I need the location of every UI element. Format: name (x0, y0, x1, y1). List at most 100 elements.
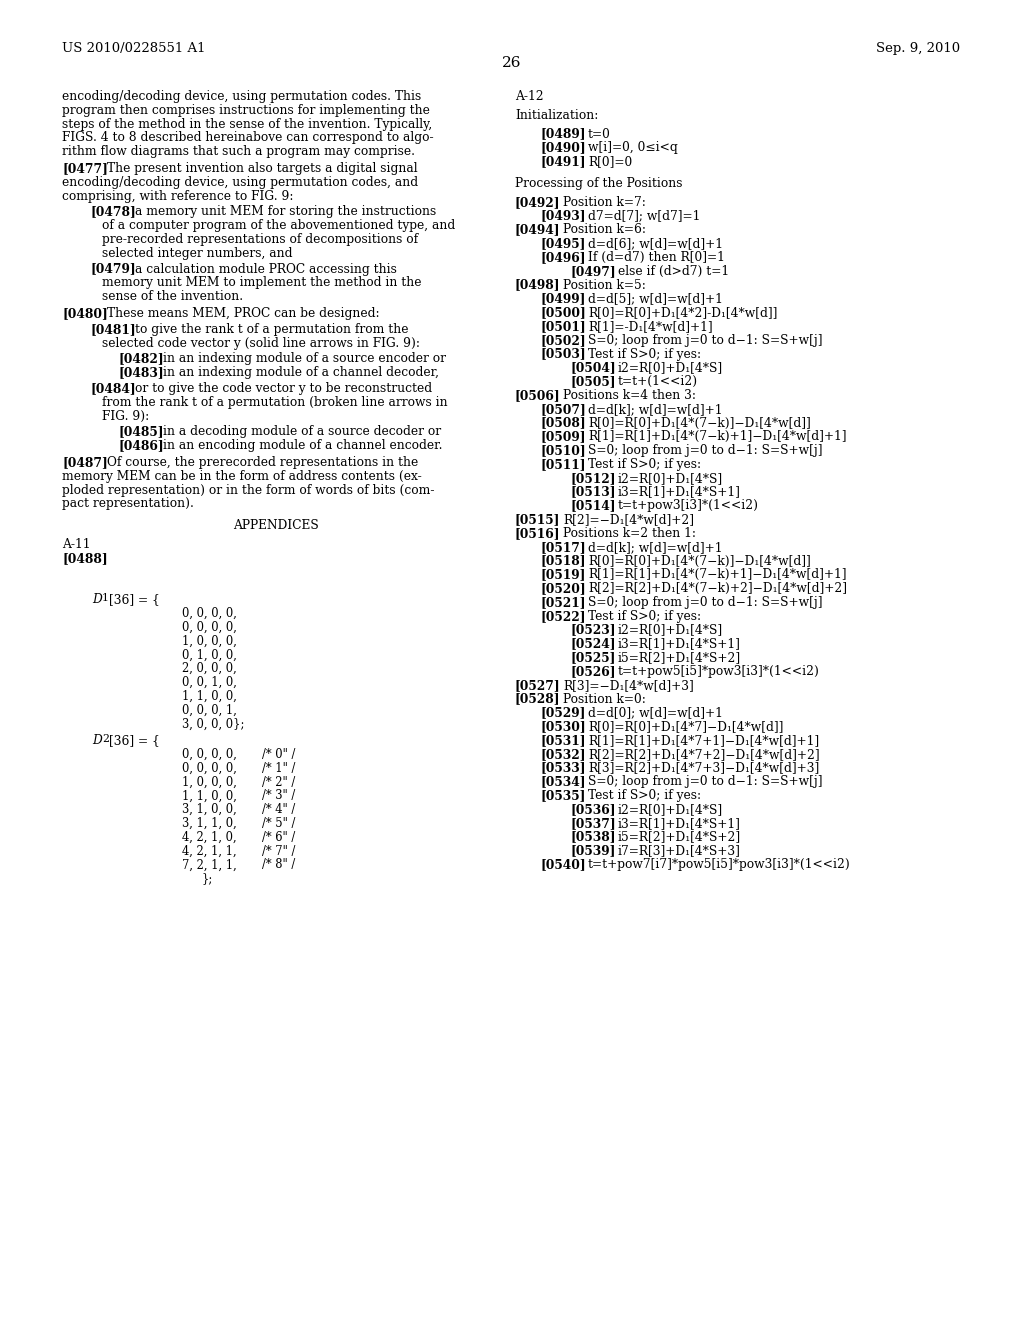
Text: 1, 0, 0, 0,: 1, 0, 0, 0, (182, 776, 237, 788)
Text: Test if S>0; if yes:: Test if S>0; if yes: (588, 458, 701, 471)
Text: [0510]: [0510] (540, 445, 586, 457)
Text: S=0; loop from j=0 to d−1: S=S+w[j]: S=0; loop from j=0 to d−1: S=S+w[j] (588, 597, 822, 609)
Text: i7=R[3]+D₁[4*S+3]: i7=R[3]+D₁[4*S+3] (618, 845, 741, 858)
Text: [0520]: [0520] (540, 582, 586, 595)
Text: /* 6" /: /* 6" / (262, 830, 295, 843)
Text: [0526]: [0526] (570, 665, 615, 678)
Text: S=0; loop from j=0 to d−1: S=S+w[j]: S=0; loop from j=0 to d−1: S=S+w[j] (588, 445, 822, 457)
Text: R[1]=R[1]+D₁[4*(7−k)+1]−D₁[4*w[d]+1]: R[1]=R[1]+D₁[4*(7−k)+1]−D₁[4*w[d]+1] (588, 569, 847, 581)
Text: /* 4" /: /* 4" / (262, 803, 295, 816)
Text: R[0]=0: R[0]=0 (588, 156, 632, 168)
Text: t=t+(1<<i2): t=t+(1<<i2) (618, 375, 698, 388)
Text: 2: 2 (102, 734, 109, 744)
Text: 0, 0, 0, 0,: 0, 0, 0, 0, (182, 607, 237, 620)
Text: [0504]: [0504] (570, 362, 615, 375)
Text: [0479]: [0479] (90, 263, 135, 276)
Text: [0494]: [0494] (515, 223, 560, 236)
Text: pre-recorded representations of decompositions of: pre-recorded representations of decompos… (102, 234, 418, 246)
Text: in an indexing module of a channel decoder,: in an indexing module of a channel decod… (163, 366, 439, 379)
Text: [0493]: [0493] (540, 210, 586, 223)
Text: [0534]: [0534] (540, 775, 586, 788)
Text: a calculation module PROC accessing this: a calculation module PROC accessing this (135, 263, 397, 276)
Text: t=t+pow5[i5]*pow3[i3]*(1<<i2): t=t+pow5[i5]*pow3[i3]*(1<<i2) (618, 665, 820, 678)
Text: program then comprises instructions for implementing the: program then comprises instructions for … (62, 104, 430, 116)
Text: rithm flow diagrams that such a program may comprise.: rithm flow diagrams that such a program … (62, 145, 415, 158)
Text: [0491]: [0491] (540, 156, 586, 168)
Text: 0, 0, 0, 0,: 0, 0, 0, 0, (182, 762, 237, 775)
Text: 0, 0, 1, 0,: 0, 0, 1, 0, (182, 676, 237, 689)
Text: of a computer program of the abovementioned type, and: of a computer program of the abovementio… (102, 219, 456, 232)
Text: [36] = {: [36] = { (109, 734, 160, 747)
Text: [36] = {: [36] = { (109, 593, 160, 606)
Text: R[0]=R[0]+D₁[4*2]-D₁[4*w[d]]: R[0]=R[0]+D₁[4*2]-D₁[4*w[d]] (588, 306, 777, 319)
Text: R[3]=−D₁[4*w[d]+3]: R[3]=−D₁[4*w[d]+3] (563, 678, 693, 692)
Text: A-11: A-11 (62, 539, 90, 550)
Text: [0517]: [0517] (540, 541, 586, 554)
Text: comprising, with reference to FIG. 9:: comprising, with reference to FIG. 9: (62, 190, 294, 202)
Text: selected integer numbers, and: selected integer numbers, and (102, 247, 293, 260)
Text: [0530]: [0530] (540, 721, 586, 733)
Text: i3=R[1]+D₁[4*S+1]: i3=R[1]+D₁[4*S+1] (618, 486, 741, 499)
Text: R[3]=R[2]+D₁[4*7+3]−D₁[4*w[d]+3]: R[3]=R[2]+D₁[4*7+3]−D₁[4*w[d]+3] (588, 762, 819, 775)
Text: Position k=5:: Position k=5: (563, 279, 646, 292)
Text: d=d[6]; w[d]=w[d]+1: d=d[6]; w[d]=w[d]+1 (588, 238, 723, 251)
Text: in a decoding module of a source decoder or: in a decoding module of a source decoder… (163, 425, 441, 438)
Text: 1: 1 (102, 593, 109, 603)
Text: R[2]=R[2]+D₁[4*7+2]−D₁[4*w[d]+2]: R[2]=R[2]+D₁[4*7+2]−D₁[4*w[d]+2] (588, 748, 819, 760)
Text: 4, 2, 1, 1,: 4, 2, 1, 1, (182, 845, 237, 858)
Text: 1, 1, 0, 0,: 1, 1, 0, 0, (182, 690, 237, 702)
Text: [0495]: [0495] (540, 238, 586, 251)
Text: i2=R[0]+D₁[4*S]: i2=R[0]+D₁[4*S] (618, 803, 723, 816)
Text: [0518]: [0518] (540, 554, 586, 568)
Text: Test if S>0; if yes:: Test if S>0; if yes: (588, 789, 701, 803)
Text: 2, 0, 0, 0,: 2, 0, 0, 0, (182, 663, 237, 676)
Text: R[0]=R[0]+D₁[4*(7−k)]−D₁[4*w[d]]: R[0]=R[0]+D₁[4*(7−k)]−D₁[4*w[d]] (588, 554, 811, 568)
Text: R[2]=R[2]+D₁[4*(7−k)+2]−D₁[4*w[d]+2]: R[2]=R[2]+D₁[4*(7−k)+2]−D₁[4*w[d]+2] (588, 582, 847, 595)
Text: The present invention also targets a digital signal: The present invention also targets a dig… (106, 162, 418, 176)
Text: memory unit MEM to implement the method in the: memory unit MEM to implement the method … (102, 276, 422, 289)
Text: [0496]: [0496] (540, 251, 586, 264)
Text: [0531]: [0531] (540, 734, 586, 747)
Text: };: }; (202, 873, 213, 886)
Text: [0535]: [0535] (540, 789, 586, 803)
Text: [0513]: [0513] (570, 486, 615, 499)
Text: [0516]: [0516] (515, 527, 560, 540)
Text: R[1]=-D₁[4*w[d]+1]: R[1]=-D₁[4*w[d]+1] (588, 319, 713, 333)
Text: sense of the invention.: sense of the invention. (102, 290, 243, 304)
Text: 26: 26 (502, 55, 522, 70)
Text: i2=R[0]+D₁[4*S]: i2=R[0]+D₁[4*S] (618, 471, 723, 484)
Text: Positions k=2 then 1:: Positions k=2 then 1: (563, 527, 696, 540)
Text: 0, 1, 0, 0,: 0, 1, 0, 0, (182, 648, 237, 661)
Text: Positions k=4 then 3:: Positions k=4 then 3: (563, 389, 696, 403)
Text: S=0; loop from j=0 to d−1: S=S+w[j]: S=0; loop from j=0 to d−1: S=S+w[j] (588, 334, 822, 347)
Text: [0499]: [0499] (540, 293, 586, 305)
Text: [0497]: [0497] (570, 265, 615, 277)
Text: 4, 2, 1, 0,: 4, 2, 1, 0, (182, 830, 237, 843)
Text: [0525]: [0525] (570, 651, 615, 664)
Text: d=d[k]; w[d]=w[d]+1: d=d[k]; w[d]=w[d]+1 (588, 403, 723, 416)
Text: [0536]: [0536] (570, 803, 615, 816)
Text: R[0]=R[0]+D₁[4*(7−k)]−D₁[4*w[d]]: R[0]=R[0]+D₁[4*(7−k)]−D₁[4*w[d]] (588, 417, 811, 429)
Text: APPENDICES: APPENDICES (233, 519, 318, 532)
Text: memory MEM can be in the form of address contents (ex-: memory MEM can be in the form of address… (62, 470, 422, 483)
Text: [0540]: [0540] (540, 858, 586, 871)
Text: [0481]: [0481] (90, 323, 135, 335)
Text: [0519]: [0519] (540, 569, 586, 581)
Text: Processing of the Positions: Processing of the Positions (515, 177, 683, 190)
Text: Test if S>0; if yes:: Test if S>0; if yes: (588, 347, 701, 360)
Text: R[2]=−D₁[4*w[d]+2]: R[2]=−D₁[4*w[d]+2] (563, 513, 694, 527)
Text: [0521]: [0521] (540, 597, 586, 609)
Text: [0522]: [0522] (540, 610, 586, 623)
Text: Position k=7:: Position k=7: (563, 195, 646, 209)
Text: [0486]: [0486] (118, 440, 164, 453)
Text: [0532]: [0532] (540, 748, 586, 760)
Text: [0490]: [0490] (540, 141, 586, 154)
Text: /* 7" /: /* 7" / (262, 845, 295, 858)
Text: /* 8" /: /* 8" / (262, 858, 295, 871)
Text: from the rank t of a permutation (broken line arrows in: from the rank t of a permutation (broken… (102, 396, 447, 409)
Text: Position k=0:: Position k=0: (563, 693, 646, 706)
Text: [0524]: [0524] (570, 638, 615, 651)
Text: [0500]: [0500] (540, 306, 586, 319)
Text: [0480]: [0480] (62, 308, 108, 319)
Text: i5=R[2]+D₁[4*S+2]: i5=R[2]+D₁[4*S+2] (618, 651, 741, 664)
